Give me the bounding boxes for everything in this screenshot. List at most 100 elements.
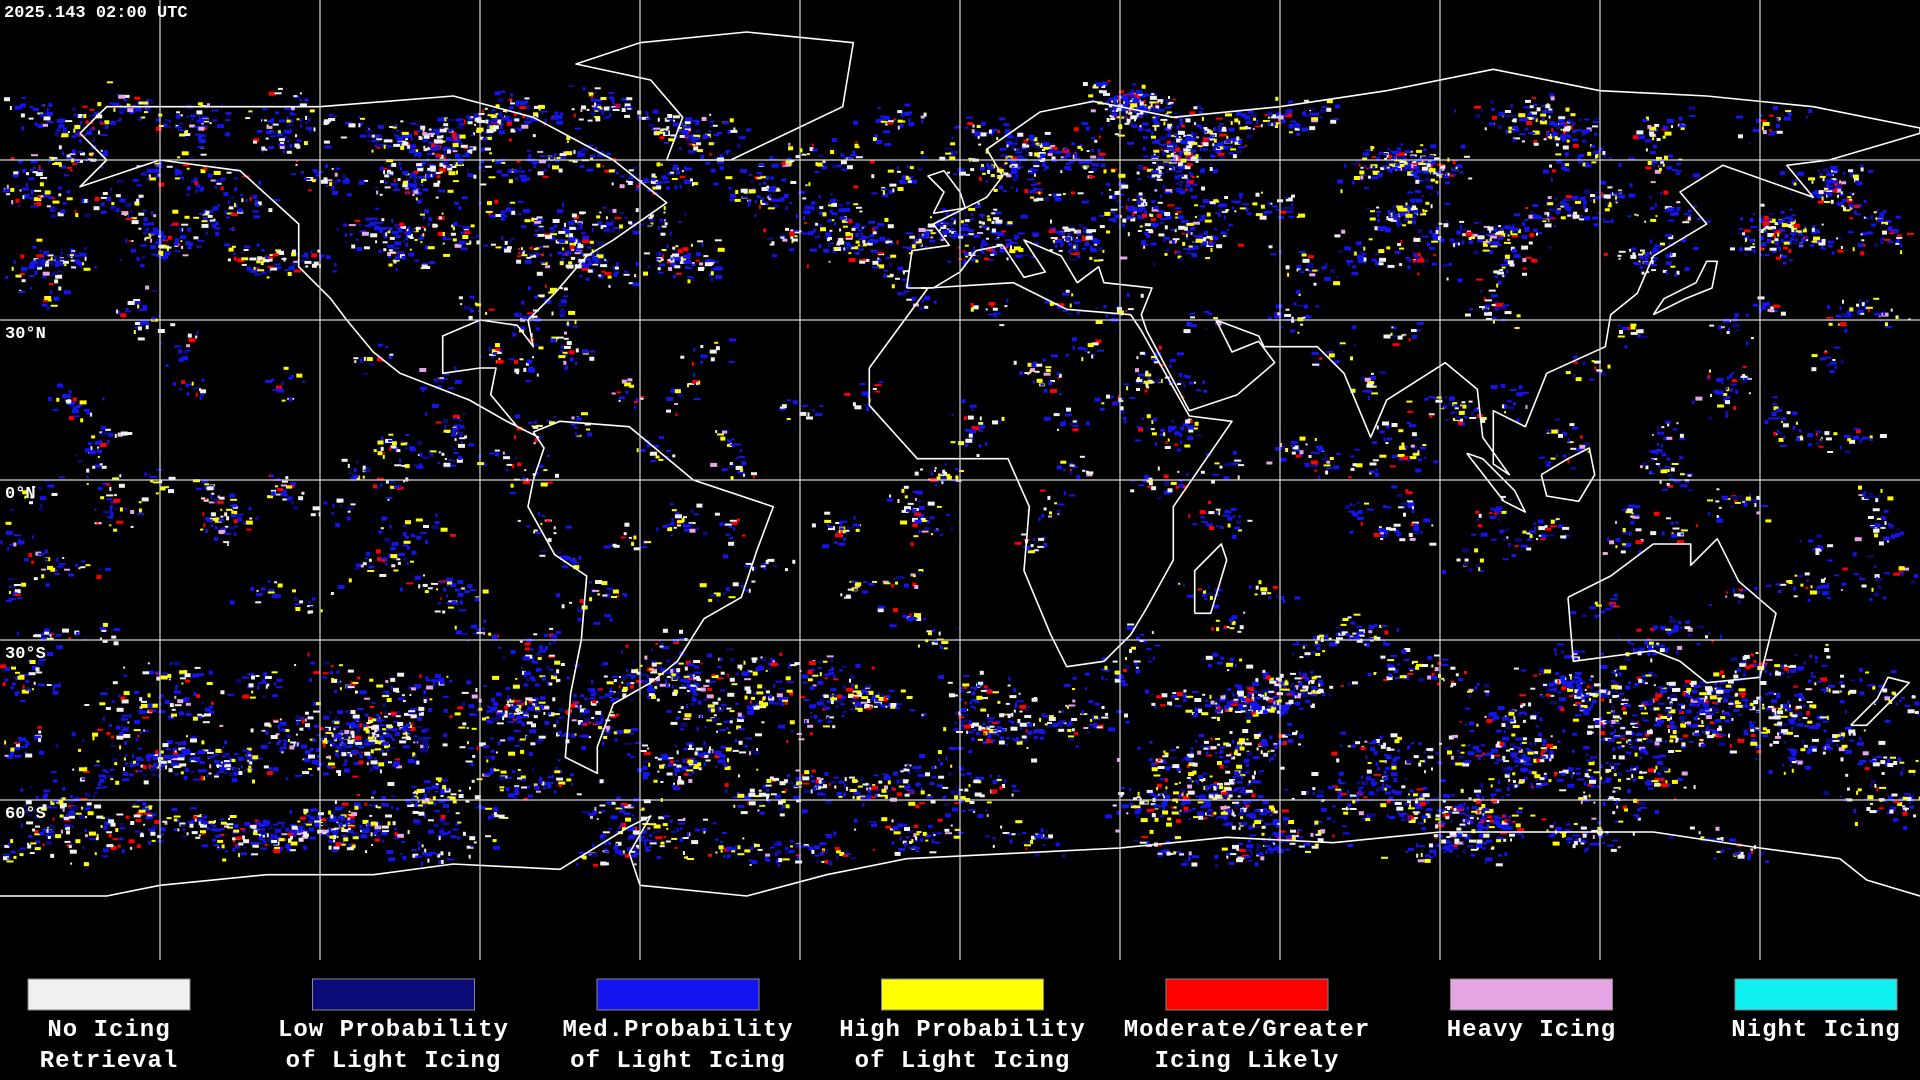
icing-pixel [39,256,46,260]
icing-pixel [1091,168,1097,173]
icing-pixel [207,173,213,178]
icing-pixel [884,217,889,222]
icing-pixel [602,206,607,209]
icing-pixel [583,263,589,268]
icing-pixel [801,809,808,814]
icing-pixel [804,205,812,210]
icing-pixel [1784,116,1791,121]
icing-pixel [1423,170,1429,174]
icing-pixel [1133,211,1137,214]
icing-pixel [612,208,617,213]
icing-pixel [1423,148,1427,152]
icing-pixel [533,112,538,117]
icing-pixel [1482,242,1488,247]
icing-pixel [1435,180,1439,184]
icing-pixel [1462,233,1468,237]
icing-pixel [1065,236,1072,241]
icing-pixel [1144,232,1149,236]
icing-pixel [1771,240,1775,244]
icing-pixel [1110,105,1117,110]
icing-pixel [853,120,859,125]
icing-pixel [181,228,184,232]
icing-pixel [1818,242,1826,246]
icing-pixel [1263,211,1267,215]
icing-pixel [1555,138,1558,143]
icing-pixel [125,238,128,243]
icing-pixel [1664,131,1672,136]
icing-pixel [1307,269,1314,272]
icing-pixel [200,125,208,128]
icing-pixel [1658,167,1662,172]
icing-pixel [1172,152,1175,155]
icing-pixel [1177,130,1185,135]
icing-pixel [1665,271,1668,276]
icing-pixel [1654,123,1660,127]
icing-pixel [604,272,612,276]
icing-pixel [1296,133,1301,136]
icing-pixel [1071,142,1076,146]
icing-pixel [1504,110,1511,113]
icing-pixel [320,737,324,741]
icing-pixel [1651,263,1657,266]
icing-pixel [1196,104,1201,109]
icing-pixel [1388,154,1392,159]
icing-pixel [1244,127,1251,130]
icing-pixel [1166,169,1169,174]
icing-pixel [1218,203,1221,208]
icing-pixel [526,105,531,110]
icing-pixel [1224,141,1231,144]
icing-pixel [1196,144,1199,147]
icing-pixel [1137,178,1141,181]
icing-pixel [1129,100,1134,103]
icing-pixel [882,190,885,195]
icing-pixel [1701,721,1704,724]
icing-pixel [124,213,127,216]
icing-pixel [1166,111,1172,114]
icing-pixel [154,248,158,251]
icing-pixel [1546,132,1550,137]
icing-pixel [571,238,579,243]
icing-pixel [178,129,186,132]
icing-pixel [1009,241,1014,244]
icing-pixel [1498,234,1502,237]
icing-pixel [960,227,966,232]
icing-pixel [1368,238,1373,241]
icing-pixel [29,197,34,200]
icing-pixel [601,270,606,273]
icing-pixel [918,242,922,246]
icing-pixel [1421,166,1428,171]
icing-pixel [953,153,957,156]
icing-pixel [605,216,608,220]
icing-pixel [420,161,426,165]
icing-pixel [679,147,683,150]
icing-pixel [594,103,601,106]
icing-pixel [331,733,334,738]
icing-pixel [1136,171,1140,175]
icing-pixel [1038,188,1044,191]
icing-pixel [1852,174,1859,179]
icing-pixel [825,232,832,237]
icing-pixel [179,133,186,137]
icing-pixel [1206,212,1211,217]
icing-pixel [1034,173,1036,177]
icing-pixel [875,119,880,124]
icing-pixel [1081,122,1089,125]
icing-pixel [1321,266,1327,270]
icing-pixel [1413,237,1421,242]
icing-pixel [1029,171,1037,174]
icing-pixel [1789,219,1794,223]
icing-pixel [900,112,904,117]
icing-pixel [73,114,79,117]
icing-pixel [699,678,702,682]
icing-pixel [719,166,724,171]
icing-pixel [1768,114,1774,117]
icing-pixel [1148,105,1153,109]
icing-pixel [1174,133,1178,137]
icing-pixel [823,849,829,854]
icing-pixel [802,197,807,200]
icing-pixel [130,217,137,220]
icing-pixel [1656,156,1662,161]
icing-pixel [1083,166,1088,170]
icing-pixel [681,170,684,173]
